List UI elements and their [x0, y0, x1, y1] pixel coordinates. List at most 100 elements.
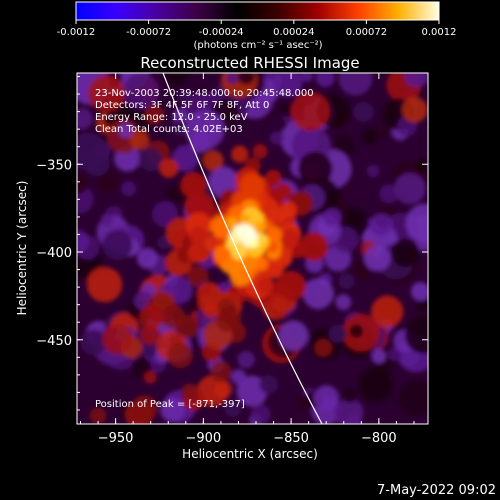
- emission-blob: [248, 231, 259, 241]
- image-pixel-blob: [102, 229, 133, 261]
- image-pixel-blob: [297, 151, 333, 187]
- colorbar-units-label: (photons cm⁻² s⁻¹ asec⁻²): [193, 40, 322, 51]
- image-pixel-blob: [252, 144, 268, 159]
- emission-blob: [213, 245, 231, 264]
- y-tick-label: −350: [36, 158, 72, 173]
- image-pixel-blob: [342, 388, 357, 403]
- emission-blob: [276, 271, 307, 301]
- image-pixel-blob: [86, 266, 123, 303]
- emission-blob: [139, 304, 164, 330]
- image-pixel-blob: [405, 203, 428, 243]
- image-pixel-blob: [338, 73, 373, 96]
- colorbar-ticks: -0.0012 -0.00072 -0.00024 0.00024 0.00072 0.0…: [57, 20, 457, 38]
- image-pixel-blob: [369, 213, 393, 237]
- emission-blob: [256, 232, 268, 244]
- image-pixel-blob: [136, 247, 158, 269]
- image-pixel-blob: [353, 101, 374, 123]
- info-block: 23-Nov-2003 20:39:48.000 to 20:45:48.000…: [95, 88, 314, 135]
- image-pixel-blob: [77, 173, 89, 195]
- footer-timestamp: 7-May-2022 09:02: [377, 483, 496, 498]
- image-pixel-blob: [144, 104, 165, 125]
- info-detectors: Detectors: 3F 4F 5F 6F 7F 8F, Att 0: [95, 100, 269, 111]
- y-tick-labels: −350 −400 −450: [36, 158, 72, 349]
- emission-blob: [280, 229, 300, 249]
- image-pixel-blob: [138, 147, 163, 172]
- x-tick-label: −950: [98, 431, 134, 446]
- x-tick-labels: −950 −900 −850 −800: [98, 431, 397, 446]
- emission-blob: [175, 315, 199, 339]
- image-pixel-blob: [280, 103, 294, 117]
- x-tick-label: −850: [273, 431, 309, 446]
- image-pixel-blob: [259, 375, 279, 394]
- image-pixel-blob: [278, 320, 309, 351]
- image-pixel-blob: [377, 125, 390, 138]
- solar-image: [77, 73, 428, 424]
- image-pixel-blob: [358, 367, 393, 403]
- emission-blob: [235, 223, 252, 239]
- emission-blob: [231, 145, 249, 163]
- x-tick-label: −900: [186, 431, 222, 446]
- image-pixel-blob: [364, 245, 391, 272]
- image-pixel-blob: [129, 130, 150, 150]
- emission-blob: [204, 234, 221, 252]
- image-pixel-blob: [77, 132, 107, 171]
- image-pixel-blob: [151, 200, 179, 228]
- image-pixel-blob: [328, 324, 347, 343]
- colorbar-tick-label: -0.0012: [57, 27, 96, 38]
- image-pixel-blob: [404, 73, 428, 88]
- solar-limb-line: [162, 73, 323, 424]
- image-pixel-blob: [300, 73, 313, 82]
- image-pixel-blob: [334, 398, 364, 424]
- image-pixel-blob: [313, 385, 340, 411]
- image-pixel-blob: [225, 73, 239, 85]
- emission-blob: [180, 172, 207, 198]
- image-pixel-blob: [394, 172, 426, 205]
- image-pixel-blob: [314, 338, 333, 357]
- colorbar-tick-label: 0.00024: [273, 27, 314, 38]
- image-pixel-blob: [87, 75, 125, 112]
- emission-blob: [214, 380, 233, 399]
- image-pixel-blob: [237, 73, 255, 85]
- emission-blob: [216, 310, 238, 333]
- image-pixel-blob: [80, 329, 107, 356]
- image-pixel-blob: [77, 108, 93, 130]
- image-pixel-blob: [391, 238, 420, 267]
- image-pixel-blob: [398, 380, 428, 417]
- colorbar-tick-label: 0.0012: [422, 27, 457, 38]
- image-pixel-blob: [164, 73, 189, 86]
- emission-blob: [265, 169, 282, 187]
- emission-blob: [181, 383, 199, 401]
- info-time-range: 23-Nov-2003 20:39:48.000 to 20:45:48.000: [95, 88, 314, 99]
- emission-blob: [102, 323, 133, 355]
- emission-blob: [279, 201, 297, 219]
- image-pixel-blob: [118, 122, 134, 138]
- emission-blob: [263, 258, 284, 279]
- image-pixel-blob: [122, 73, 160, 110]
- plot-title: Reconstructed RHESSI Image: [140, 54, 359, 72]
- image-pixel-blob: [273, 73, 303, 98]
- image-pixel-blob: [77, 230, 90, 253]
- peak-position-label: Position of Peak = [-871,-397]: [95, 399, 245, 410]
- x-axis-label: Heliocentric X (arcsec): [182, 447, 318, 461]
- image-pixel-blob: [295, 395, 311, 410]
- emission-blob: [210, 361, 232, 383]
- image-pixel-blob: [121, 180, 137, 197]
- info-total-counts: Clean Total counts: 4.02E+03: [95, 124, 243, 135]
- image-pixel-blob: [361, 128, 379, 146]
- image-pixel-blob: [165, 184, 185, 204]
- colorbar-tick-label: -0.00024: [199, 27, 244, 38]
- emission-blob: [167, 342, 193, 369]
- image-pixel-blob: [237, 350, 255, 369]
- image-pixel-blob: [159, 158, 179, 178]
- emission-blob: [140, 324, 160, 345]
- image-pixel-blob: [323, 208, 342, 227]
- emission-blob: [239, 172, 265, 198]
- image-pixel-blob: [231, 369, 247, 385]
- y-tick-label: −400: [36, 246, 72, 261]
- image-pixel-blob: [250, 404, 271, 424]
- emission-blob: [89, 407, 107, 424]
- image-pixel-blob: [290, 91, 330, 131]
- colorbar-tick-label: -0.00072: [126, 27, 171, 38]
